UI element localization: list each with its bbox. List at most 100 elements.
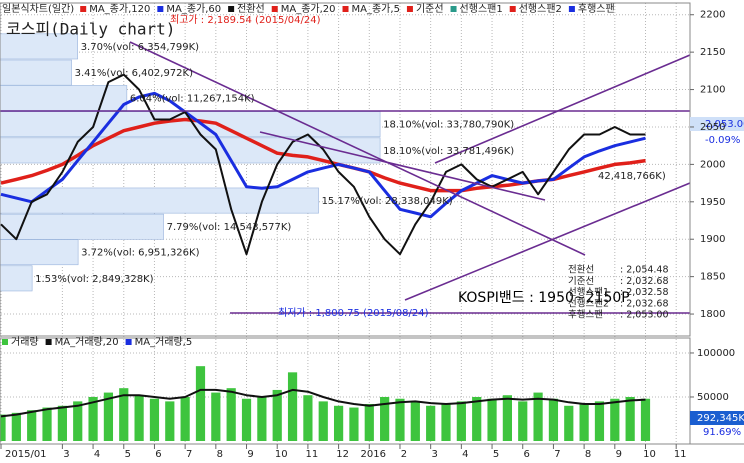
legend-marker [2,339,8,345]
volume-bar [487,398,497,441]
volume-bar [303,395,313,441]
volume-bar [349,407,359,441]
indicator-name: 기준선 [568,276,594,287]
price-change: -0.09% [705,135,740,146]
volume-bar [88,396,98,441]
down-trend-line [259,131,546,201]
volume-bar [472,396,482,441]
line-series [0,388,646,418]
legend-marker [450,6,457,12]
volume-bar [502,395,512,441]
indicator-value: : 2,032.58 [620,287,669,298]
x-tick-label: 7 [554,449,560,460]
volume-bar [426,405,436,441]
legend-label: 기준선 [416,3,444,15]
x-tick-label: 2015/01 [5,449,47,460]
x-tick-label: 5 [125,449,131,460]
legend-label: 전환선 [237,3,265,15]
volume-bar [134,395,144,441]
y-tick-label: 100000 [697,348,735,359]
volume-bar [441,404,451,441]
volume-bar [57,405,67,441]
legend-label: MA_종가,60 [166,3,221,15]
overlay-layer: 1.53%(vol: 2,849,328K) 3.72%(vol: 6,951,3… [2,3,669,348]
legend-marker [228,6,235,12]
profile-bar [0,239,79,266]
volume-bar [272,389,282,441]
legend-label: MA_종가,5 [352,3,400,15]
last-volume: 292,345K [697,413,744,424]
volume-bar [640,398,651,441]
y-tick-label: 2150 [700,47,725,58]
profile-label: 18.10%(vol: 33,780,790K) [383,120,514,131]
y-tick-label: 1800 [700,309,725,320]
profile-bar [0,213,164,240]
volume-bar [0,414,6,441]
legend-label: 후행스팬 [578,3,615,15]
profile-label: 7.79%(vol: 14,543,577K) [167,222,292,233]
volume-bar [73,401,83,441]
volume-bar [103,392,114,441]
legend-label: 선행스팬2 [519,3,562,15]
legend-label: 거래량 [11,336,39,348]
x-tick-label: 9 [616,449,622,460]
volume-bar [625,396,635,441]
plot-layer [0,73,651,441]
y-tick-label: 50000 [697,392,729,403]
legend-marker [568,6,575,12]
indicator-value: : 2,053.00 [620,310,669,321]
volume-bar [380,396,390,441]
legend-marker [80,6,87,12]
x-tick-label: 4 [462,449,468,460]
volume-bar [594,401,605,441]
legend-marker [45,339,52,345]
profile-bar [0,59,72,86]
volume-bar [257,396,267,441]
trend-lines [0,41,691,314]
legend-marker [157,6,164,12]
indicator-name: 후행스팬 [568,309,603,321]
legend-marker [509,6,516,12]
volume-bar [241,398,252,441]
profile-bar [0,33,78,60]
line-series [0,73,646,256]
x-tick-label: 6 [524,449,530,460]
indicator-name: 전환선 [568,264,594,276]
x-tick-label: 7 [186,449,192,460]
price-tag [690,117,744,131]
last-price: 2,053.00 [705,119,744,130]
volume-bar [42,407,52,441]
x-tick-label: 6 [155,449,161,460]
indicator-name: 선행스팬2 [568,297,609,309]
legend-marker [271,6,278,12]
y-tick-label: 2050 [700,122,725,133]
legend-label: MA_거래량,20 [55,336,119,348]
volume-bar [195,366,206,441]
y-tick-label: 1850 [700,272,725,283]
volume-bar [27,410,37,441]
up-channel-line [404,182,691,301]
up-channel-line [434,54,691,164]
volume-bar [333,405,344,441]
volume-bar [533,392,543,441]
volume-bar [149,398,160,441]
volume-bar [579,404,589,441]
y-tick-label: 1900 [700,234,725,245]
legend-marker [125,339,132,345]
volume-bar [395,398,405,441]
legend-title: 일본식차트(일간) [2,3,74,15]
volume-bar [165,401,175,441]
x-tick-label: 8 [585,449,591,460]
volume-bar [364,404,374,441]
volume-tag [690,411,744,425]
profile-bar [0,85,128,111]
x-tick-label: 10 [643,449,656,460]
indicator-name: 선행스팬1 [568,286,609,298]
volume-ratio: 91.69% [703,427,741,438]
profile-label: 18.10%(vol: 33,781,496K) [383,146,514,157]
legend-marker [406,6,413,12]
legend-label: MA_거래량,5 [135,336,193,348]
legend-label: 선행스팬1 [460,3,503,15]
volume-profile [0,33,381,292]
